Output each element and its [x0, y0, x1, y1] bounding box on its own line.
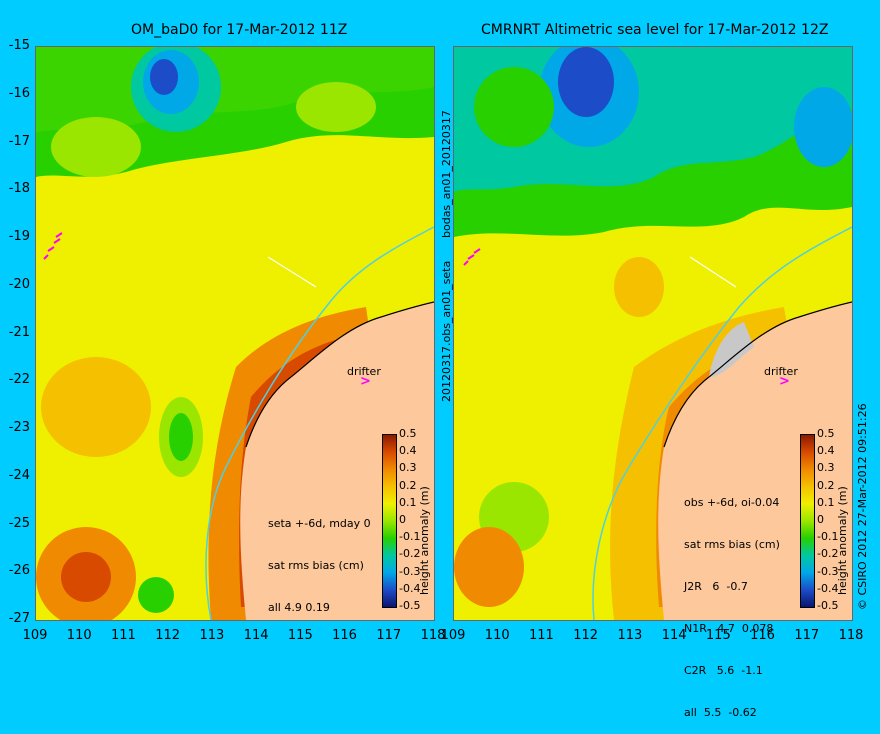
left-drifter-arrow-icon: > — [360, 374, 371, 389]
latitude-label: -20 — [8, 276, 30, 292]
colorbar-tick: 0 — [817, 513, 824, 526]
latitude-label: -23 — [8, 420, 30, 435]
latitude-label: -18 — [8, 181, 30, 197]
left-stat-line: seta +-6d, mday 0 — [268, 517, 371, 530]
colorbar-tick: 0.5 — [817, 427, 835, 440]
colorbar-tick: -0.1 — [817, 530, 839, 544]
longitude-label: 117 — [376, 628, 402, 643]
left-stat-line: sat rms bias (cm) — [268, 559, 364, 572]
longitude-label: 112 — [155, 628, 181, 643]
longitude-label: 114 — [243, 628, 269, 643]
colorbar-tick: -0.2 — [817, 547, 839, 561]
right-sea-level-map — [453, 46, 853, 621]
longitude-label: 112 — [573, 628, 599, 643]
right-drifter-arrow-icon: > — [779, 374, 790, 389]
right-stats: obs +-6d, oi-0.04 sat rms bias (cm) J2R … — [684, 468, 780, 734]
colorbar-tick: -0.3 — [817, 564, 839, 578]
colorbar-tick: 0.2 — [399, 478, 417, 492]
right-colorbar-title: height anomaly (m) — [836, 486, 849, 595]
left-map-canvas — [36, 47, 434, 620]
longitude-label: 109 — [22, 628, 48, 643]
latitude-label: -19 — [8, 229, 30, 244]
longitude-label: 117 — [794, 628, 820, 643]
longitude-label: 116 — [332, 628, 357, 643]
latitude-label: -17 — [8, 133, 30, 149]
longitude-label: 113 — [199, 628, 225, 643]
longitude-label: 116 — [750, 628, 775, 643]
left-map-title: OM_baD0 for 17-Mar-2012 11Z — [131, 22, 348, 38]
left-sea-level-map — [35, 46, 435, 621]
latitude-label: -22 — [8, 372, 30, 388]
longitude-label: 111 — [111, 628, 136, 643]
longitude-label: 110 — [66, 628, 92, 643]
longitude-label: 109 — [440, 628, 466, 643]
right-stat-line: N1R 4.7 0.078 — [684, 622, 774, 635]
right-stat-line: J2R 6 -0.7 — [684, 580, 748, 593]
latitude-label: -21 — [8, 324, 30, 340]
colorbar-tick: 0.3 — [817, 461, 835, 475]
colorbar-tick: 0.4 — [817, 444, 835, 458]
longitude-label: 114 — [661, 628, 687, 643]
latitude-label: -16 — [8, 85, 30, 101]
longitude-label: 115 — [705, 628, 731, 643]
longitude-label: 118 — [838, 628, 864, 643]
colorbar-tick: 0.4 — [399, 444, 417, 458]
middle-bottom-label: 20120317.obs_an01_seta — [440, 260, 453, 402]
colorbar-tick: -0.3 — [399, 564, 421, 578]
left-drifter-label: drifter — [347, 365, 381, 378]
longitude-label: 110 — [484, 628, 510, 643]
colorbar-tick: 0.3 — [399, 461, 417, 475]
longitude-label: 115 — [287, 628, 313, 643]
right-stat-line: obs +-6d, oi-0.04 — [684, 496, 780, 509]
latitude-label: -24 — [8, 467, 30, 483]
longitude-label: 113 — [617, 628, 643, 643]
colorbar-tick: -0.4 — [399, 581, 421, 595]
left-stats: seta +-6d, mday 0 sat rms bias (cm) all … — [268, 489, 371, 629]
right-stat-line: sat rms bias (cm) — [684, 538, 780, 551]
left-colorbar-title: height anomaly (m) — [418, 486, 431, 595]
middle-top-label: bodas_an01_20120317 — [440, 110, 453, 238]
right-stat-line: C2R 5.6 -1.1 — [684, 664, 763, 677]
right-stat-line: all 5.5 -0.62 — [684, 706, 757, 719]
colorbar-tick: 0.1 — [399, 495, 417, 509]
latitude-label: -15 — [8, 38, 30, 53]
right-colorbar — [800, 434, 815, 608]
latitude-label: -27 — [8, 611, 30, 626]
latitude-label: -25 — [8, 515, 30, 531]
colorbar-tick: 0 — [399, 513, 406, 526]
colorbar-tick: -0.5 — [399, 599, 421, 612]
colorbar-tick: -0.5 — [817, 599, 839, 612]
right-map-title: CMRNRT Altimetric sea level for 17-Mar-2… — [481, 22, 829, 38]
longitude-label: 111 — [529, 628, 554, 643]
colorbar-tick: -0.4 — [817, 581, 839, 595]
colorbar-tick: 0.1 — [817, 495, 835, 509]
colorbar-tick: -0.2 — [399, 547, 421, 561]
colorbar-tick: -0.1 — [399, 530, 421, 544]
copyright-label: © CSIRO 2012 27-Mar-2012 09:51:26 — [856, 403, 869, 610]
longitude-label: 118 — [420, 628, 446, 643]
colorbar-tick: 0.5 — [399, 427, 417, 440]
latitude-label: -26 — [8, 563, 30, 579]
left-colorbar — [382, 434, 397, 608]
right-map-canvas — [454, 47, 852, 620]
colorbar-tick: 0.2 — [817, 478, 835, 492]
left-stat-line: all 4.9 0.19 — [268, 601, 330, 614]
right-drifter-label: drifter — [764, 365, 798, 378]
